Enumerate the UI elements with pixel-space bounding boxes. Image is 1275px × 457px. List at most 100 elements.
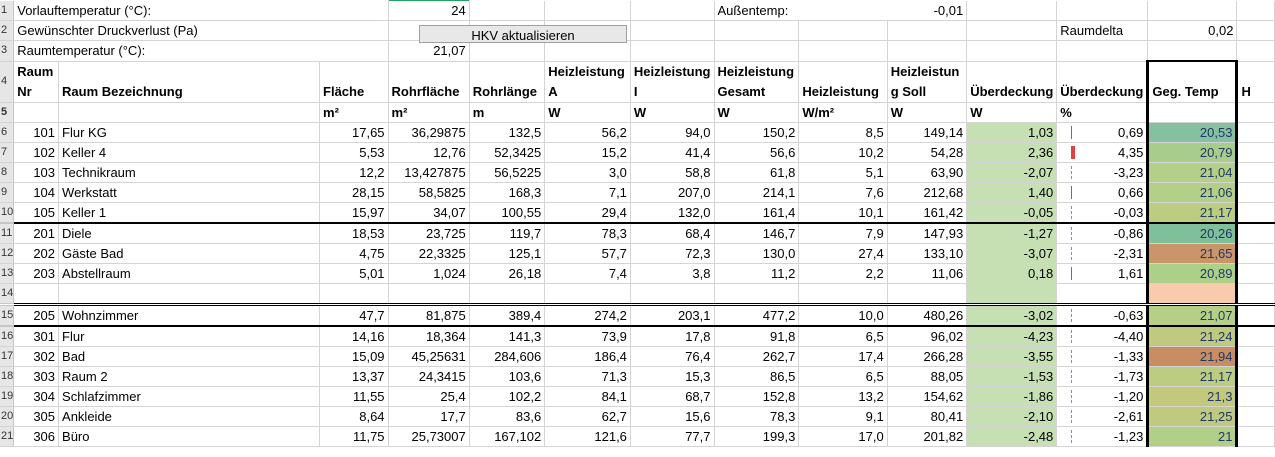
room-heiz-a[interactable]: 73,9	[544, 325, 631, 347]
room-ueberdeckung[interactable]: 1,03	[966, 122, 1058, 143]
room-geg-temp[interactable]: 20,79	[1146, 142, 1239, 163]
room-ueberdeckung-pct[interactable]: -3,23	[1056, 162, 1149, 183]
room-rohrlaenge[interactable]: 167,102	[469, 426, 546, 447]
cell[interactable]	[1236, 243, 1275, 264]
table-row[interactable]: 10 105 Keller 1 15,97 34,07 100,55 29,4 132,0 16…	[0, 202, 1275, 224]
room-nr[interactable]: 305	[13, 406, 60, 427]
room-heiz-soll[interactable]: 88,05	[887, 366, 968, 387]
room-heiz-i[interactable]	[630, 283, 715, 305]
room-heiz-soll[interactable]: 54,28	[887, 142, 968, 163]
room-flaeche[interactable]: 5,01	[319, 263, 389, 284]
room-heiz-soll[interactable]: 63,90	[887, 162, 968, 183]
room-heiz-soll[interactable]: 212,68	[887, 182, 968, 203]
room-heiz-soll[interactable]: 80,41	[887, 406, 968, 427]
room-ueberdeckung-pct[interactable]: -4,40	[1056, 325, 1149, 347]
room-ueberdeckung-pct[interactable]: -0,03	[1056, 202, 1149, 224]
row-header[interactable]: 10	[0, 202, 15, 224]
room-heizleistung[interactable]: 10,2	[798, 142, 888, 163]
room-geg-temp[interactable]: 21,94	[1146, 346, 1239, 367]
cell[interactable]	[630, 0, 715, 21]
header-heizleistung[interactable]: Heizleistung	[798, 61, 888, 103]
cell[interactable]	[469, 0, 546, 21]
cell[interactable]	[1236, 20, 1275, 41]
room-nr[interactable]: 101	[13, 122, 60, 143]
table-row[interactable]: 12 202 Gäste Bad 4,75 22,3325 125,1 57,7 72,3 13…	[0, 243, 1275, 264]
room-heizleistung[interactable]: 2,2	[798, 263, 888, 284]
druck-label[interactable]: Gewünschter Druckverlust (Pa)	[13, 20, 389, 41]
room-ueberdeckung[interactable]: -2,48	[966, 426, 1058, 447]
room-ueberdeckung[interactable]: -3,55	[966, 346, 1058, 367]
room-ueberdeckung[interactable]: -3,07	[966, 243, 1058, 264]
row-header[interactable]: 5	[0, 102, 15, 123]
header-geg-temp[interactable]: Geg. Temp	[1146, 60, 1239, 103]
cell[interactable]	[630, 40, 715, 62]
room-ueberdeckung[interactable]: -1,27	[966, 222, 1058, 244]
cell[interactable]	[58, 102, 321, 123]
room-ueberdeckung[interactable]: -3,02	[966, 303, 1058, 327]
cell[interactable]	[887, 20, 968, 41]
room-heiz-a[interactable]: 71,3	[544, 366, 631, 387]
room-ueberdeckung[interactable]: -1,86	[966, 386, 1058, 407]
room-geg-temp[interactable]: 21,07	[1146, 303, 1239, 327]
room-rohrflaeche[interactable]: 81,875	[388, 303, 470, 327]
room-heiz-gesamt[interactable]: 161,4	[714, 202, 800, 224]
room-heiz-a[interactable]: 56,2	[544, 122, 631, 143]
room-flaeche[interactable]: 5,53	[319, 142, 389, 163]
room-name[interactable]: Flur	[58, 325, 321, 347]
room-heizleistung[interactable]: 5,1	[798, 162, 888, 183]
room-name[interactable]: Keller 1	[58, 202, 321, 224]
room-ueberdeckung[interactable]: -4,23	[966, 325, 1058, 347]
room-heiz-gesamt[interactable]: 214,1	[714, 182, 800, 203]
room-nr[interactable]: 103	[13, 162, 60, 183]
room-heiz-a[interactable]: 62,7	[544, 406, 631, 427]
room-rohrlaenge[interactable]: 103,6	[469, 366, 546, 387]
room-flaeche[interactable]: 13,37	[319, 366, 389, 387]
header-ueberdeckung[interactable]: Überdeckung	[966, 61, 1058, 103]
room-rohrflaeche[interactable]: 25,73007	[388, 426, 470, 447]
room-name[interactable]: Schlafzimmer	[58, 386, 321, 407]
room-nr[interactable]: 104	[13, 182, 60, 203]
row-header[interactable]: 14	[0, 283, 15, 305]
room-heiz-a[interactable]: 15,2	[544, 142, 631, 163]
room-geg-temp[interactable]: 21,04	[1146, 162, 1239, 183]
room-heizleistung[interactable]: 7,6	[798, 182, 888, 203]
cell[interactable]	[1236, 182, 1275, 203]
room-ueberdeckung-pct[interactable]: 1,61	[1056, 263, 1149, 284]
room-ueberdeckung[interactable]: -2,10	[966, 406, 1058, 427]
room-heizleistung[interactable]: 17,0	[798, 426, 888, 447]
room-nr[interactable]: 203	[13, 263, 60, 284]
room-name[interactable]: Wohnzimmer	[58, 303, 321, 327]
room-name[interactable]: Gäste Bad	[58, 243, 321, 264]
header-flaeche[interactable]: Fläche	[319, 61, 389, 103]
room-rohrflaeche[interactable]: 24,3415	[388, 366, 470, 387]
room-ueberdeckung-pct[interactable]: -1,33	[1056, 346, 1149, 367]
room-heizleistung[interactable]: 10,0	[798, 303, 888, 327]
room-rohrflaeche[interactable]: 25,4	[388, 386, 470, 407]
room-flaeche[interactable]: 15,09	[319, 346, 389, 367]
cell[interactable]	[1236, 162, 1275, 183]
room-rohrflaeche[interactable]: 17,7	[388, 406, 470, 427]
room-geg-temp[interactable]: 21,06	[1146, 182, 1239, 203]
unit-heizleistung[interactable]: W/m²	[798, 102, 888, 123]
room-ueberdeckung[interactable]: -1,53	[966, 366, 1058, 387]
room-heizleistung[interactable]: 13,2	[798, 386, 888, 407]
header-heiz-gesamt[interactable]: Heizleistung Gesamt	[714, 61, 800, 103]
room-heiz-i[interactable]: 15,3	[630, 366, 715, 387]
table-row[interactable]: 8 103 Technikraum 12,2 13,427875 56,5225 3,0 58…	[0, 162, 1275, 183]
room-ueberdeckung-pct[interactable]	[1056, 283, 1149, 305]
room-heiz-i[interactable]: 132,0	[630, 202, 715, 224]
cell[interactable]	[1236, 40, 1275, 62]
header-heiz-i[interactable]: Heizleistung I	[630, 61, 715, 103]
room-ueberdeckung-pct[interactable]: 0,69	[1056, 122, 1149, 143]
header-heiz-soll[interactable]: Heizleistun g Soll	[887, 61, 968, 103]
room-geg-temp[interactable]	[1146, 283, 1239, 305]
row-header[interactable]: 1	[0, 0, 15, 21]
cell[interactable]	[1236, 222, 1275, 244]
cell[interactable]	[1056, 40, 1149, 62]
room-flaeche[interactable]: 14,16	[319, 325, 389, 347]
room-rohrlaenge[interactable]: 168,3	[469, 182, 546, 203]
unit-heiz-gesamt[interactable]: W	[714, 102, 800, 123]
room-rohrlaenge[interactable]: 83,6	[469, 406, 546, 427]
room-name[interactable]: Technikraum	[58, 162, 321, 183]
cell[interactable]	[1236, 102, 1275, 123]
